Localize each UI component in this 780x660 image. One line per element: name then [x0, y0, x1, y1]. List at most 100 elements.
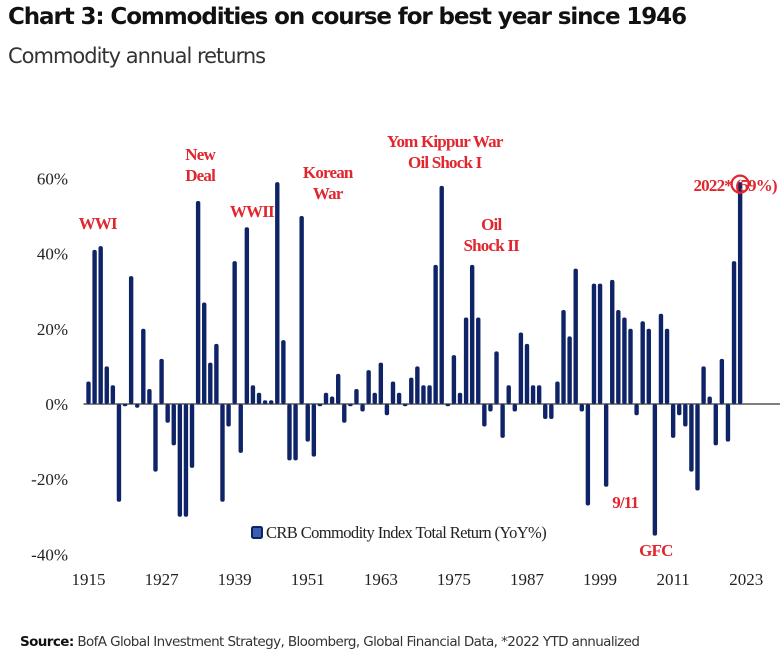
- bar-1943: [256, 392, 262, 404]
- x-tick-label: 2023: [729, 570, 763, 589]
- bar-1983: [500, 404, 505, 438]
- bar-1966: [396, 392, 402, 404]
- bar-1975: [451, 355, 457, 404]
- bar-1976: [457, 392, 463, 404]
- y-axis: 60% 40% 20% 0% -20% -40%: [31, 169, 68, 564]
- bar-1938: [226, 404, 231, 427]
- bar-1916: [92, 249, 97, 404]
- annotation-1973: Yom Kippur War Oil Shock I: [387, 132, 504, 172]
- bar-1962: [372, 392, 377, 404]
- bar-1985: [512, 404, 517, 412]
- bar-1947: [281, 340, 286, 404]
- bar-1998: [591, 283, 597, 404]
- y-tick-label: 0%: [45, 395, 68, 414]
- bar-2021: [731, 261, 737, 404]
- bar-2012: [677, 404, 682, 416]
- bar-1918: [104, 366, 109, 404]
- chart-subtitle: Commodity annual returns: [8, 44, 266, 68]
- bar-1982: [494, 351, 499, 404]
- bar-1953: [317, 404, 323, 407]
- bar-2005: [634, 404, 639, 416]
- x-axis: 1915 1927 1939 1951 1963 1975 1987 1999 2011 2023: [72, 570, 764, 589]
- bar-1965: [390, 381, 396, 404]
- bar-1956: [335, 373, 341, 404]
- bar-1921: [122, 404, 128, 407]
- annotations: WWI New Deal WWII Korean War Yom Kippur War Oil…: [79, 132, 778, 560]
- bar-1940: [238, 404, 243, 453]
- bar-1992: [555, 381, 560, 404]
- bar-1995: [573, 268, 578, 404]
- bar-1961: [366, 370, 371, 404]
- bar-1932: [189, 404, 195, 468]
- bar-1960: [360, 404, 365, 412]
- annotation-line: War: [313, 184, 344, 203]
- bar-1926: [153, 404, 158, 472]
- bar-chart: 60% 40% 20% 0% -20% -40% 1915 1927 1939 1951 1963…: [31, 132, 780, 589]
- bar-2006: [640, 321, 645, 404]
- annotation-line: Oil: [481, 215, 502, 234]
- bar-1969: [415, 366, 420, 404]
- bar-1937: [220, 404, 225, 502]
- bar-2007: [646, 328, 651, 404]
- annotation-1917: WWI: [79, 214, 118, 233]
- annotation-1933: New Deal: [185, 145, 216, 185]
- bar-1972: [433, 264, 438, 404]
- bar-1915: [86, 381, 91, 404]
- annotation-2022: 2022* (59%): [693, 176, 776, 195]
- legend-swatch-icon: [251, 526, 263, 539]
- bar-2014: [689, 404, 694, 472]
- bar-1955: [329, 396, 335, 404]
- bar-1952: [311, 404, 317, 457]
- bar-2017: [707, 396, 712, 404]
- bar-2020: [725, 404, 731, 442]
- annotation-line: Oil Shock I: [408, 153, 483, 172]
- bar-1978: [469, 264, 475, 404]
- bar-2018: [713, 404, 718, 446]
- bar-1941: [244, 227, 250, 404]
- bar-1987: [524, 343, 530, 404]
- bar-2001: [610, 279, 615, 404]
- bar-1945: [269, 400, 274, 404]
- x-tick-label: 1927: [145, 570, 180, 589]
- bar-1991: [549, 404, 554, 420]
- bar-1928: [165, 404, 170, 423]
- bar-1927: [159, 358, 164, 404]
- bar-1980: [482, 404, 487, 427]
- annotation-line: Korean: [303, 163, 354, 182]
- x-tick-label: 2011: [656, 570, 689, 589]
- annotation-1951: Korean War: [303, 163, 354, 203]
- x-tick-label: 1915: [72, 570, 106, 589]
- bar-1948: [287, 404, 292, 461]
- bar-1939: [232, 261, 237, 404]
- bar-1997: [585, 404, 591, 506]
- y-tick-label: 60%: [37, 169, 68, 188]
- bar-1930: [177, 404, 183, 517]
- bar-1990: [543, 404, 548, 420]
- bar-2004: [628, 328, 633, 404]
- annotation-1979: Oil Shock II: [464, 215, 521, 255]
- bar-2013: [683, 404, 688, 427]
- bar-1984: [506, 385, 511, 404]
- bar-1920: [116, 404, 122, 502]
- bar-2008: [652, 404, 658, 536]
- source-label: Source:: [20, 634, 74, 650]
- annotation-line: Yom Kippur War: [387, 132, 504, 151]
- bar-1967: [402, 404, 408, 407]
- bar-1981: [488, 404, 493, 412]
- bar-2019: [719, 358, 725, 404]
- bar-2010: [664, 328, 670, 404]
- bar-1963: [378, 362, 384, 404]
- bar-1974: [445, 404, 451, 407]
- bar-1946: [275, 182, 280, 404]
- x-tick-label: 1951: [291, 570, 325, 589]
- bar-1968: [409, 377, 414, 404]
- bar-1936: [214, 343, 219, 404]
- bar-1942: [250, 385, 256, 404]
- bar-1929: [171, 404, 176, 446]
- bar-1957: [342, 404, 347, 423]
- annotation-line: 2022* (59%): [693, 176, 776, 195]
- bar-2011: [670, 404, 676, 438]
- bar-1922: [128, 276, 134, 404]
- source-note: Source: BofA Global Investment Strategy,…: [20, 634, 640, 650]
- y-tick-label: 20%: [37, 320, 68, 339]
